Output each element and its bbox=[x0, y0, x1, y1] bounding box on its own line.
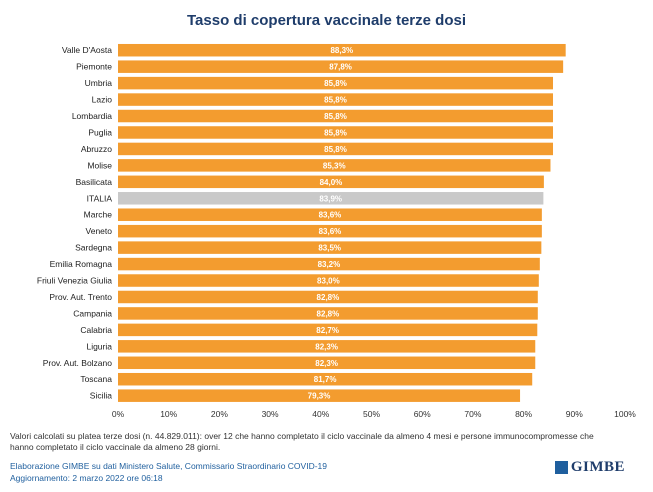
data-label: 83,2% bbox=[318, 260, 341, 269]
data-label: 82,3% bbox=[315, 359, 338, 368]
footnote: Valori calcolati su platea terze dosi (n… bbox=[10, 431, 594, 452]
category-label: Lombardia bbox=[72, 111, 112, 121]
data-label: 83,6% bbox=[319, 227, 342, 236]
x-tick-label: 80% bbox=[515, 409, 532, 419]
bar-calabria bbox=[118, 323, 538, 337]
data-label: 84,0% bbox=[320, 178, 343, 187]
x-tick-label: 50% bbox=[363, 409, 380, 419]
data-label: 88,3% bbox=[330, 46, 353, 55]
data-label: 85,8% bbox=[324, 145, 347, 154]
category-label: Abruzzo bbox=[81, 144, 112, 154]
bar-friuli-venezia-giulia bbox=[118, 274, 539, 287]
category-label: Emilia Romagna bbox=[50, 259, 113, 269]
category-label: ITALIA bbox=[87, 193, 113, 203]
bar-basilicata bbox=[118, 175, 544, 189]
data-label: 83,5% bbox=[318, 244, 341, 253]
gimbe-logo: GIMBE bbox=[554, 459, 625, 477]
bar-piemonte bbox=[118, 60, 564, 73]
category-label: Calabria bbox=[80, 325, 112, 335]
logo-text: GIMBE bbox=[570, 459, 625, 476]
bar-molise bbox=[118, 159, 551, 172]
bar-puglia bbox=[118, 126, 554, 139]
data-label: 82,7% bbox=[316, 326, 339, 335]
data-label: 83,6% bbox=[319, 211, 342, 220]
category-label: Umbria bbox=[85, 78, 113, 88]
bar-chart: Valle D'Aosta 88,3% Piemonte 87,8% Umbria 85,… bbox=[37, 43, 636, 419]
x-tick-label: 40% bbox=[312, 409, 329, 419]
bar-marche bbox=[118, 208, 542, 221]
category-label: Liguria bbox=[86, 341, 112, 351]
data-label: 85,3% bbox=[323, 161, 346, 170]
update-note: Aggiornamento: 2 marzo 2022 ore 06:18 bbox=[10, 473, 163, 483]
bar-italia bbox=[118, 192, 544, 205]
bar-lazio bbox=[118, 93, 554, 106]
bar-sicilia bbox=[118, 389, 521, 402]
category-label: Campania bbox=[73, 308, 112, 318]
x-tick-label: 20% bbox=[211, 409, 228, 419]
bar-sardegna bbox=[118, 241, 542, 254]
bar-emilia-romagna bbox=[118, 257, 540, 271]
bar-veneto bbox=[118, 224, 542, 238]
x-tick-label: 100% bbox=[614, 409, 636, 419]
category-label: Prov. Aut. Trento bbox=[49, 292, 112, 302]
bar-prov-aut-bolzano bbox=[118, 356, 536, 370]
x-tick-label: 0% bbox=[112, 409, 125, 419]
category-label: Lazio bbox=[92, 95, 113, 105]
category-label: Molise bbox=[87, 160, 112, 170]
data-label: 85,8% bbox=[324, 128, 347, 137]
bar-prov-aut-trento bbox=[118, 290, 538, 304]
category-label: Basilicata bbox=[76, 177, 113, 187]
data-label: 87,8% bbox=[329, 63, 352, 72]
data-label: 82,3% bbox=[315, 342, 338, 351]
data-label: 82,8% bbox=[317, 309, 340, 318]
category-label: Veneto bbox=[86, 226, 113, 236]
data-label: 83,9% bbox=[319, 194, 342, 203]
data-label: 83,0% bbox=[317, 277, 340, 286]
category-label: Marche bbox=[84, 210, 113, 220]
data-label: 79,3% bbox=[308, 392, 331, 401]
bar-lombardia bbox=[118, 109, 554, 123]
category-label: Friuli Venezia Giulia bbox=[37, 276, 112, 286]
x-tick-label: 60% bbox=[414, 409, 431, 419]
x-tick-label: 70% bbox=[464, 409, 481, 419]
category-label: Puglia bbox=[88, 127, 112, 137]
category-label: Prov. Aut. Bolzano bbox=[43, 358, 113, 368]
bar-toscana bbox=[118, 372, 533, 386]
data-label: 82,8% bbox=[317, 293, 340, 302]
logo-icon bbox=[554, 461, 568, 475]
x-tick-label: 30% bbox=[262, 409, 279, 419]
data-label: 85,8% bbox=[324, 96, 347, 105]
x-tick-label: 10% bbox=[160, 409, 177, 419]
bar-umbria bbox=[118, 76, 554, 90]
category-label: Piemonte bbox=[76, 62, 112, 72]
bar-valle-d-aosta bbox=[118, 43, 566, 57]
chart-title: Tasso di copertura vaccinale terze dosi bbox=[187, 12, 466, 29]
category-label: Sicilia bbox=[90, 391, 112, 401]
bar-abruzzo bbox=[118, 142, 554, 156]
category-label: Valle D'Aosta bbox=[62, 45, 112, 55]
bar-campania bbox=[118, 307, 538, 320]
x-tick-label: 90% bbox=[566, 409, 583, 419]
bar-liguria bbox=[118, 340, 536, 353]
data-label: 85,8% bbox=[324, 112, 347, 121]
source-note: Elaborazione GIMBE su dati Ministero Sal… bbox=[10, 461, 327, 471]
category-label: Sardegna bbox=[75, 243, 112, 253]
data-label: 85,8% bbox=[324, 79, 347, 88]
category-label: Toscana bbox=[80, 374, 112, 384]
data-label: 81,7% bbox=[314, 375, 337, 384]
